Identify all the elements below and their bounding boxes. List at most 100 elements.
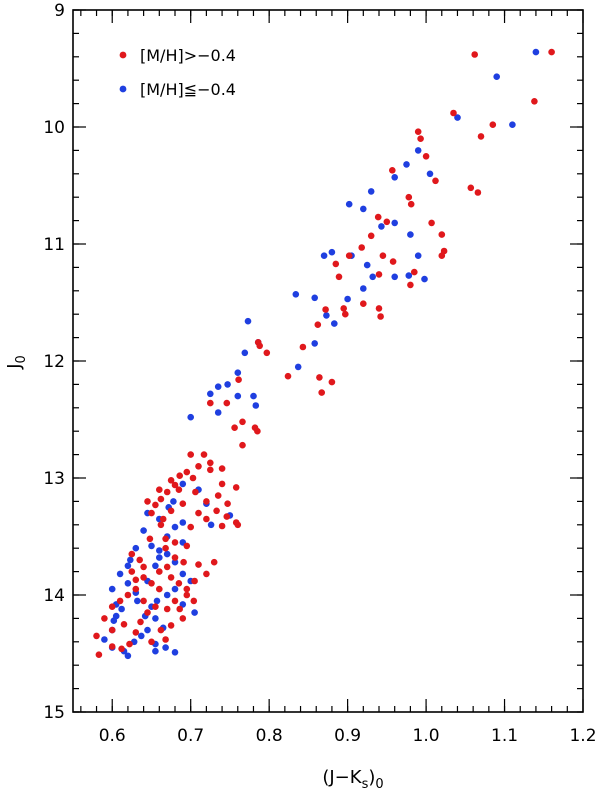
point-metal-rich <box>218 522 226 530</box>
point-metal-rich <box>156 568 163 575</box>
point-metal-rich <box>144 498 151 505</box>
x-tick-label: 0.9 <box>334 726 361 746</box>
point-metal-rich <box>224 500 231 508</box>
point-metal-rich <box>162 535 169 543</box>
point-metal-rich <box>358 244 366 251</box>
point-metal-rich <box>218 480 226 488</box>
point-metal-poor <box>171 649 179 656</box>
point-metal-rich <box>171 597 179 605</box>
point-metal-rich <box>239 418 246 426</box>
point-metal-poor <box>391 219 399 227</box>
point-metal-rich <box>432 177 439 185</box>
x-tick-label: 1.2 <box>569 726 596 746</box>
point-metal-rich <box>375 305 383 312</box>
point-metal-poor <box>311 294 319 302</box>
point-metal-rich <box>314 321 322 329</box>
point-metal-poor <box>110 617 118 624</box>
plot-frame <box>72 9 584 713</box>
point-metal-rich <box>137 618 144 626</box>
legend-marker-metal-poor <box>119 85 127 93</box>
point-metal-poor <box>170 498 177 505</box>
point-metal-rich <box>316 374 323 381</box>
point-metal-rich <box>163 605 171 613</box>
point-metal-rich <box>405 193 413 201</box>
point-metal-rich <box>108 643 116 650</box>
point-metal-rich <box>157 626 165 634</box>
point-metal-rich <box>176 605 183 613</box>
point-metal-rich <box>183 468 191 476</box>
point-metal-rich <box>345 252 353 259</box>
point-metal-rich <box>157 495 165 503</box>
point-metal-rich <box>140 574 147 581</box>
point-metal-poor <box>124 580 132 587</box>
point-metal-rich <box>450 109 457 117</box>
point-metal-rich <box>128 550 136 558</box>
point-metal-poor <box>116 570 124 578</box>
point-metal-rich <box>332 260 340 268</box>
point-metal-rich <box>167 622 175 629</box>
point-metal-rich <box>195 561 202 568</box>
point-metal-poor <box>421 275 428 283</box>
point-metal-rich <box>422 153 430 160</box>
point-metal-rich <box>254 427 261 435</box>
point-metal-rich <box>189 474 197 482</box>
point-metal-poor <box>101 636 108 643</box>
point-metal-rich <box>318 389 326 396</box>
y-tick-label: 15 <box>43 703 65 723</box>
point-metal-rich <box>163 488 171 496</box>
point-metal-poor <box>127 556 134 564</box>
point-metal-rich <box>132 585 140 593</box>
point-metal-poor <box>414 147 422 154</box>
point-metal-poor <box>163 591 171 599</box>
point-metal-rich <box>187 451 194 458</box>
point-metal-poor <box>224 381 231 388</box>
point-metal-poor <box>140 527 147 534</box>
point-metal-rich <box>167 574 175 581</box>
point-metal-rich <box>328 378 336 386</box>
point-metal-poor <box>250 392 257 400</box>
point-metal-rich <box>120 621 128 628</box>
point-metal-rich <box>175 580 183 587</box>
point-metal-rich <box>148 580 155 587</box>
point-metal-poor <box>108 585 116 593</box>
point-metal-rich <box>176 472 183 480</box>
point-metal-rich <box>190 597 198 605</box>
point-metal-poor <box>323 312 330 319</box>
y-tick-label: 10 <box>43 118 65 138</box>
point-metal-rich <box>171 539 179 546</box>
point-metal-poor <box>124 652 132 660</box>
point-metal-poor <box>426 170 434 178</box>
point-metal-rich <box>263 349 271 357</box>
point-metal-poor <box>171 558 179 566</box>
point-metal-rich <box>389 167 396 174</box>
point-metal-rich <box>116 597 124 605</box>
point-metal-rich <box>374 213 382 221</box>
point-metal-rich <box>179 615 187 622</box>
y-tick-label: 11 <box>43 235 65 255</box>
point-metal-poor <box>363 261 371 269</box>
point-metal-rich <box>162 636 169 643</box>
x-tick-label: 0.8 <box>256 726 283 746</box>
point-metal-rich <box>192 488 199 496</box>
point-metal-rich <box>474 189 482 196</box>
point-metal-rich <box>383 218 391 226</box>
point-metal-rich <box>213 507 220 515</box>
point-metal-rich <box>195 509 202 517</box>
point-metal-poor <box>407 231 414 238</box>
point-metal-rich <box>183 591 191 599</box>
point-metal-poor <box>163 550 171 558</box>
point-metal-poor <box>162 644 169 651</box>
point-metal-poor <box>214 383 222 391</box>
legend-label-metal-poor: [M/H]≦−0.4 <box>140 80 236 99</box>
point-metal-rich <box>379 252 387 259</box>
point-metal-rich <box>218 465 226 472</box>
point-metal-poor <box>148 542 155 550</box>
point-metal-rich <box>132 576 140 584</box>
point-metal-poor <box>179 519 187 526</box>
point-metal-rich <box>128 568 136 575</box>
point-metal-rich <box>232 484 240 491</box>
point-metal-rich <box>471 51 479 58</box>
point-metal-poor <box>152 615 159 622</box>
point-metal-rich <box>234 521 242 529</box>
axis-ticks <box>73 9 584 713</box>
